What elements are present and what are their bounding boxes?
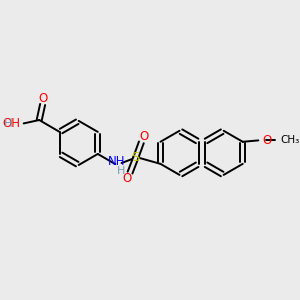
Text: O: O: [262, 134, 272, 147]
Text: O: O: [140, 130, 149, 142]
Text: H: H: [116, 166, 125, 176]
Text: OH: OH: [2, 117, 20, 130]
Text: O: O: [38, 92, 47, 105]
Text: CH₃: CH₃: [280, 135, 300, 146]
Text: NH: NH: [108, 155, 125, 168]
Text: S: S: [131, 152, 140, 164]
Text: H: H: [4, 117, 13, 130]
Text: O: O: [123, 172, 132, 185]
